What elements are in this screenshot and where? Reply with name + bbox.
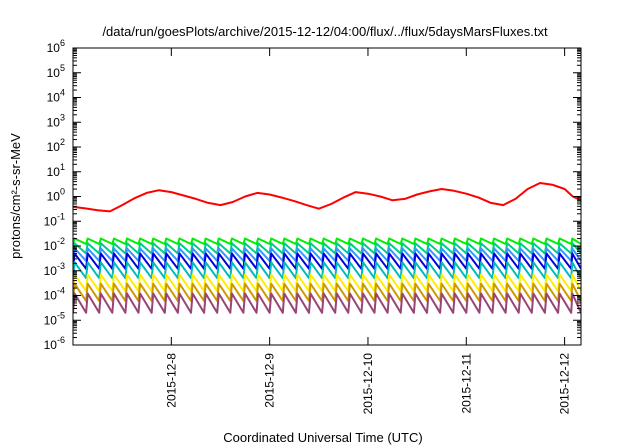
x-tick-label: 2015-12-12 [558,353,572,415]
x-tick-label: 2015-12-8 [164,353,178,408]
series-line-6 [73,273,581,293]
y-tick-label: 101 [47,162,65,179]
series-line-3 [73,247,581,262]
series-line-2 [73,242,581,255]
series-line-4 [73,252,581,270]
y-tick-label: 103 [47,112,65,129]
y-tick-label: 10-4 [44,286,65,303]
series-layer [73,182,581,314]
series-line-8 [73,292,581,314]
y-tick-label: 10-6 [44,335,65,352]
y-tick-label: 10-2 [44,236,65,253]
x-tick-label: 2015-12-9 [263,353,277,408]
series-line-0 [73,182,581,213]
y-tick-label: 10-1 [44,211,65,228]
series-line-7 [73,282,581,302]
series-line-1 [73,237,581,245]
y-tick-label: 100 [47,187,65,204]
chart-title: /data/run/goesPlots/archive/2015-12-12/0… [102,24,548,39]
y-axis-label: protons/cm²-s-sr-MeV [8,133,23,259]
y-tick-label: 10-5 [44,310,65,327]
y-tick-label: 102 [47,137,65,154]
y-tick-label: 10-3 [44,261,65,278]
y-tick-label: 105 [47,63,65,80]
y-tick-label: 104 [47,88,65,105]
x-tick-label: 2015-12-10 [361,353,375,415]
x-tick-label: 2015-12-11 [459,353,473,414]
x-axis-label: Coordinated Universal Time (UTC) [223,430,422,445]
y-axis: 10-6 10-5 10-4 10-3 10-2 10-1 100 101 102 103 104 1… [44,38,581,352]
x-axis: 2015-12-8 2015-12-9 2015-12-10 2015-12-11 20… [164,48,572,415]
y-tick-label: 106 [47,38,65,55]
series-line-5 [73,261,581,280]
